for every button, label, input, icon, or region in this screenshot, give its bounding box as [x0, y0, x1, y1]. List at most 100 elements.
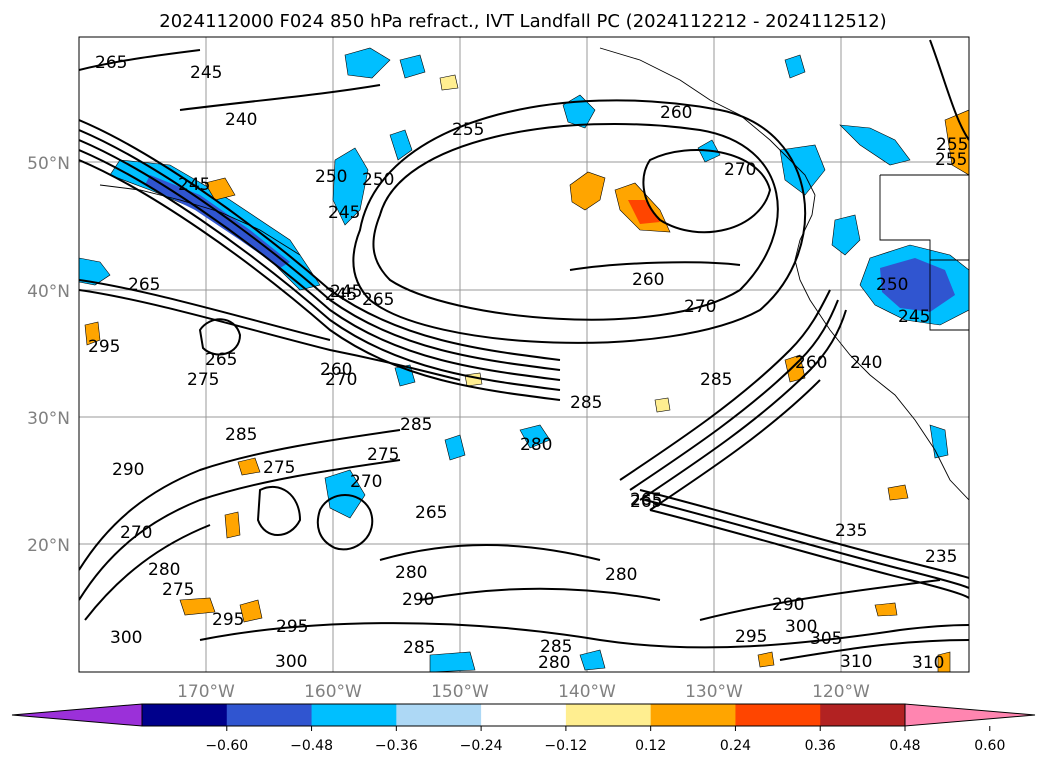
contour-west4: [79, 459, 401, 601]
contour-label: 245: [325, 285, 357, 305]
contour-label: 265: [95, 53, 127, 73]
patch-st-yellow5: [937, 651, 951, 672]
coast-bc: [794, 194, 969, 501]
contour-label: 280: [148, 560, 180, 580]
border-states1: [879, 175, 969, 331]
lon-label-150w: 150°W: [431, 682, 489, 702]
contour-label: 280: [605, 565, 637, 585]
contour-jet2: [79, 149, 561, 391]
contour-label: 235: [835, 521, 867, 541]
contour-label: 265: [415, 503, 447, 523]
contour-mid2: [419, 587, 661, 601]
colorbar-tick-label: −0.36: [375, 738, 418, 754]
contour-label: 285: [225, 425, 257, 445]
colorbar-extend-low: [11, 703, 143, 727]
colorbar-tick-label: −0.24: [460, 738, 503, 754]
contour-low3: [256, 485, 302, 536]
lat-label-40n: 40°N: [27, 282, 70, 302]
contour-label: 265: [630, 492, 662, 512]
colorbar-tick-label: −0.48: [290, 738, 333, 754]
contour-label: 285: [700, 370, 732, 390]
contour-west3: [79, 429, 401, 571]
contour-label: 245: [178, 175, 210, 195]
contour-label: 290: [402, 590, 434, 610]
contour-label: 260: [632, 270, 664, 290]
patch-inland-dark: [880, 258, 955, 312]
patch-st-blue6: [429, 651, 476, 672]
contour-coast2: [629, 299, 839, 491]
map-frame: [78, 36, 970, 673]
contour-label: 265: [128, 275, 160, 295]
contour-label: 285: [403, 638, 435, 658]
lon-label-160w: 160°W: [304, 682, 362, 702]
contour-low2: [198, 318, 242, 356]
colorbar-box: [311, 704, 397, 726]
lat-label-20n: 20°N: [27, 536, 70, 556]
contour-top3: [929, 39, 969, 141]
contour-label: 260: [320, 360, 352, 380]
contour-label: 235: [925, 547, 957, 567]
contour-top1: [79, 49, 201, 71]
patch-st-orange2: [224, 511, 241, 539]
contour-label: 255: [936, 135, 968, 155]
contour-label: 285: [570, 393, 602, 413]
contour-label: 240: [225, 110, 257, 130]
contour-label: 270: [684, 297, 716, 317]
contour-label: 295: [88, 337, 120, 357]
colorbar-tick-label: 0.48: [889, 738, 920, 754]
colorbar-box: [226, 704, 313, 726]
contour-coast4: [649, 379, 821, 511]
contour-label: 290: [772, 595, 804, 615]
coastlines: [99, 47, 969, 501]
contour-label: 275: [162, 580, 194, 600]
contour-low1: [316, 494, 374, 551]
map-title: 2024112000 F024 850 hPa refract., IVT La…: [159, 11, 886, 32]
contour-label: 275: [367, 445, 399, 465]
contour-label: 270: [350, 472, 382, 492]
colorbar-box: [481, 704, 567, 726]
contour-se1: [639, 489, 969, 579]
contour-west1: [79, 289, 461, 381]
coast-aleutians: [99, 184, 301, 256]
contour-south3: [779, 639, 969, 661]
contour-label: 290: [112, 460, 144, 480]
contour-label: 270: [120, 523, 152, 543]
contour-label: 260: [795, 353, 827, 373]
lon-labels: 170°W 160°W 150°W 140°W 130°W 120°W: [177, 682, 870, 702]
lat-label-50n: 50°N: [27, 154, 70, 174]
colorbar-box: [142, 704, 228, 726]
patch-coast-blue4: [831, 214, 861, 256]
patch-west-blue: [79, 257, 111, 286]
contour-label: 275: [187, 370, 219, 390]
contour-ring-265: [372, 122, 779, 321]
patch-east-orange: [944, 109, 969, 176]
colorbar: −0.60 −0.48 −0.36 −0.24 −0.12 0.12 0.24 0.36 0.4…: [11, 703, 1036, 754]
lat-labels: 50°N 40°N 30°N 20°N: [27, 154, 70, 556]
patch-st-orange6: [874, 602, 898, 617]
contour-labels: 265 245 240 245 250 250 245 255 260 270 …: [88, 53, 968, 673]
lon-label-140w: 140°W: [558, 682, 616, 702]
contour-label: 310: [912, 653, 944, 673]
contour-label: 285: [540, 637, 572, 657]
patch-top-blue3: [389, 129, 413, 161]
contour-label: 245: [898, 307, 930, 327]
lon-label-120w: 120°W: [812, 682, 870, 702]
graticule: [79, 37, 969, 672]
patch-goa-blue1: [562, 94, 596, 129]
contour-coast1: [619, 289, 831, 481]
contour-label: 280: [395, 563, 427, 583]
colorbar-outline: [141, 703, 906, 727]
contour-coast3: [639, 309, 847, 501]
contour-label: 265: [630, 490, 662, 510]
colorbar-tick-label: 0.36: [805, 738, 836, 754]
map-panel: 265 245 240 245 250 250 245 255 260 270 …: [78, 36, 970, 673]
lat-label-30n: 30°N: [27, 409, 70, 429]
contour-label: 255: [452, 120, 484, 140]
patch-coast-blue2: [784, 54, 806, 79]
patch-st-yellow1: [464, 372, 483, 387]
contour-label: 245: [328, 203, 360, 223]
contour-label: 310: [840, 652, 872, 672]
patch-coast-orange: [784, 354, 806, 383]
patch-st-blue2: [444, 434, 466, 461]
contour-label: 300: [110, 628, 142, 648]
